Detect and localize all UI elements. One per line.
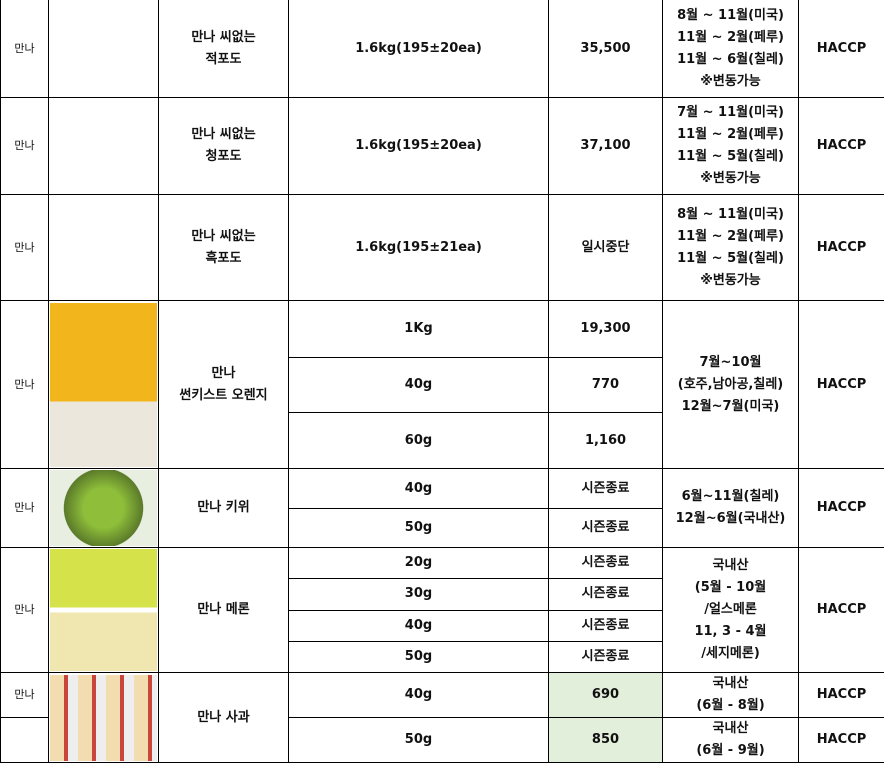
price-cell: 1,160 xyxy=(549,413,663,469)
table-row: 만나 만나 썬키스트 오렌지 1Kg 19,300 7월~10월 (호주,남아공… xyxy=(1,301,884,358)
price-cell: 시즌종료 xyxy=(549,509,663,548)
spec-cell: 1.6kg(195±20ea) xyxy=(289,98,549,195)
product-name: 만나 씨없는 흑포도 xyxy=(159,195,289,301)
cert-cell: HACCP xyxy=(799,718,884,763)
price-cell: 시즌종료 xyxy=(549,469,663,509)
table-row: 만나 만나 씨없는 흑포도 1.6kg(195±21ea) 일시중단 8월 ~ … xyxy=(1,195,884,301)
spec-cell: 50g xyxy=(289,641,549,672)
brand-cell: 만나 xyxy=(1,469,49,548)
cert-cell: HACCP xyxy=(799,195,884,301)
spec-cell: 1.6kg(195±21ea) xyxy=(289,195,549,301)
table-row: 만나 만나 메론 20g 시즌종료 국내산 (5월 - 10월 /얼스메론 11… xyxy=(1,548,884,579)
product-image-black-grape xyxy=(49,195,159,301)
cert-cell: HACCP xyxy=(799,98,884,195)
brand-cell-empty xyxy=(1,718,49,763)
product-name: 만나 썬키스트 오렌지 xyxy=(159,301,289,469)
price-cell: 37,100 xyxy=(549,98,663,195)
price-cell: 19,300 xyxy=(549,301,663,358)
cert-cell: HACCP xyxy=(799,673,884,718)
spec-cell: 40g xyxy=(289,469,549,509)
product-image-apple xyxy=(49,673,159,763)
product-name: 만나 키위 xyxy=(159,469,289,548)
brand-cell: 만나 xyxy=(1,548,49,673)
brand-cell: 만나 xyxy=(1,195,49,301)
season-cell: 7월 ~ 11월(미국) 11월 ~ 2월(페루) 11월 ~ 5월(칠레) ※… xyxy=(663,98,799,195)
table-row: 만나 만나 키위 40g 시즌종료 6월~11월(칠레) 12월~6월(국내산)… xyxy=(1,469,884,509)
cert-cell: HACCP xyxy=(799,301,884,469)
price-cell: 850 xyxy=(549,718,663,763)
spec-cell: 50g xyxy=(289,718,549,763)
table-row: 만나 만나 씨없는 청포도 1.6kg(195±20ea) 37,100 7월 … xyxy=(1,98,884,195)
product-image-kiwi xyxy=(49,469,159,548)
spec-cell: 1Kg xyxy=(289,301,549,358)
cert-cell: HACCP xyxy=(799,548,884,673)
spec-cell: 40g xyxy=(289,673,549,718)
spec-cell: 60g xyxy=(289,413,549,469)
season-cell: 8월 ~ 11월(미국) 11월 ~ 2월(페루) 11월 ~ 5월(칠레) ※… xyxy=(663,195,799,301)
price-cell: 35,500 xyxy=(549,0,663,98)
product-image-melon xyxy=(49,548,159,673)
price-cell: 일시중단 xyxy=(549,195,663,301)
price-cell: 770 xyxy=(549,358,663,413)
spec-cell: 40g xyxy=(289,610,549,641)
product-name: 만나 씨없는 적포도 xyxy=(159,0,289,98)
price-cell: 시즌종료 xyxy=(549,579,663,610)
cert-cell: HACCP xyxy=(799,0,884,98)
brand-cell: 만나 xyxy=(1,0,49,98)
price-cell: 시즌종료 xyxy=(549,610,663,641)
product-image-green-grape xyxy=(49,98,159,195)
cert-cell: HACCP xyxy=(799,469,884,548)
brand-cell: 만나 xyxy=(1,673,49,718)
table-row: 만나 만나 씨없는 적포도 1.6kg(195±20ea) 35,500 8월 … xyxy=(1,0,884,98)
season-cell: 7월~10월 (호주,남아공,칠레) 12월~7월(미국) xyxy=(663,301,799,469)
product-image-orange xyxy=(49,301,159,469)
spec-cell: 30g xyxy=(289,579,549,610)
spec-cell: 50g xyxy=(289,509,549,548)
table-row: 만나 만나 사과 40g 690 국내산 (6월 - 8월) HACCP xyxy=(1,673,884,718)
price-cell: 시즌종료 xyxy=(549,641,663,672)
product-name: 만나 씨없는 청포도 xyxy=(159,98,289,195)
brand-cell: 만나 xyxy=(1,301,49,469)
price-cell: 시즌종료 xyxy=(549,548,663,579)
spec-cell: 40g xyxy=(289,358,549,413)
spec-cell: 20g xyxy=(289,548,549,579)
season-cell: 국내산 (6월 - 8월) xyxy=(663,673,799,718)
season-cell: 6월~11월(칠레) 12월~6월(국내산) xyxy=(663,469,799,548)
spec-cell: 1.6kg(195±20ea) xyxy=(289,0,549,98)
product-name: 만나 메론 xyxy=(159,548,289,673)
price-cell: 690 xyxy=(549,673,663,718)
product-image-red-grape xyxy=(49,0,159,98)
brand-cell: 만나 xyxy=(1,98,49,195)
season-cell: 국내산 (6월 - 9월) xyxy=(663,718,799,763)
product-name: 만나 사과 xyxy=(159,673,289,763)
season-cell: 8월 ~ 11월(미국) 11월 ~ 2월(페루) 11월 ~ 6월(칠레) ※… xyxy=(663,0,799,98)
season-cell: 국내산 (5월 - 10월 /얼스메론 11, 3 - 4월 /세지메론) xyxy=(663,548,799,673)
